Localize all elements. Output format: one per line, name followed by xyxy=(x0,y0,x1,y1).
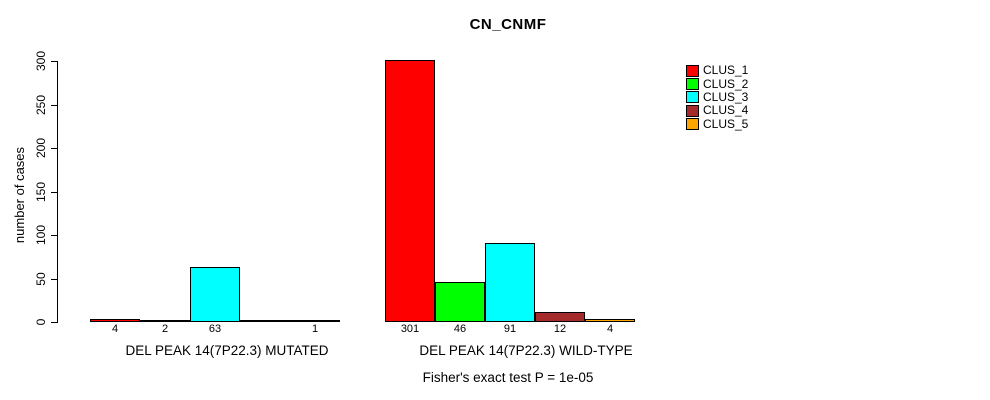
y-tick-label: 200 xyxy=(34,137,48,159)
bar-count-label: 1 xyxy=(311,323,319,335)
y-tick-label: 250 xyxy=(34,94,48,116)
y-axis-label: number of cases xyxy=(12,146,27,244)
y-tick xyxy=(51,322,57,323)
bar xyxy=(485,243,535,322)
legend-swatch xyxy=(686,118,699,131)
bar-count-label: 4 xyxy=(111,323,119,335)
bar-count-label: 12 xyxy=(553,323,567,335)
legend-item: CLUS_3 xyxy=(686,89,749,104)
legend-label: CLUS_4 xyxy=(703,103,749,118)
y-tick-label: 300 xyxy=(34,50,48,72)
bar xyxy=(535,312,585,322)
legend-label: CLUS_2 xyxy=(703,76,749,91)
y-tick xyxy=(51,105,57,106)
legend-swatch xyxy=(686,91,699,104)
legend-item: CLUS_2 xyxy=(686,76,749,91)
bar-count-label: 91 xyxy=(503,323,517,335)
bar-count-label: 301 xyxy=(400,323,420,335)
legend-label: CLUS_5 xyxy=(703,116,749,131)
legend-item: CLUS_1 xyxy=(686,64,748,77)
y-tick-label: 0 xyxy=(34,318,48,326)
y-tick xyxy=(51,61,57,62)
bar xyxy=(435,282,485,322)
legend-swatch xyxy=(686,104,699,117)
bar xyxy=(190,267,240,322)
y-tick xyxy=(51,235,57,236)
legend: CLUS_1 CLUS_2 CLUS_3 CLUS_4 CLUS_5 xyxy=(686,64,748,131)
group-label: DEL PEAK 14(7P22.3) MUTATED xyxy=(125,343,329,358)
legend-swatch xyxy=(686,78,699,91)
group-label: DEL PEAK 14(7P22.3) WILD-TYPE xyxy=(419,343,633,358)
y-tick-label: 50 xyxy=(34,272,48,286)
bar-count-label: 46 xyxy=(453,323,467,335)
legend-label: CLUS_1 xyxy=(703,63,749,78)
y-tick-label: 100 xyxy=(34,224,48,246)
legend-item: CLUS_5 xyxy=(686,116,749,131)
bar-count-label: 4 xyxy=(606,323,614,335)
bar xyxy=(140,320,190,322)
legend-label: CLUS_3 xyxy=(703,89,749,104)
y-tick-label: 150 xyxy=(34,181,48,203)
bar xyxy=(290,320,340,322)
y-tick xyxy=(51,279,57,280)
y-tick xyxy=(51,148,57,149)
bar xyxy=(385,60,435,322)
bar xyxy=(585,319,635,322)
y-axis-line xyxy=(57,61,58,323)
y-tick xyxy=(51,192,57,193)
legend-swatch xyxy=(686,64,699,77)
bar-count-label xyxy=(240,323,290,336)
bar-count-label: 63 xyxy=(208,323,222,335)
bar xyxy=(90,319,140,322)
fisher-test-annotation: Fisher's exact test P = 1e-05 xyxy=(422,370,594,385)
bar xyxy=(240,320,290,322)
chart-title: CN_CNMF xyxy=(469,16,547,33)
legend-item: CLUS_4 xyxy=(686,104,748,117)
bar-count-label: 2 xyxy=(161,323,169,335)
